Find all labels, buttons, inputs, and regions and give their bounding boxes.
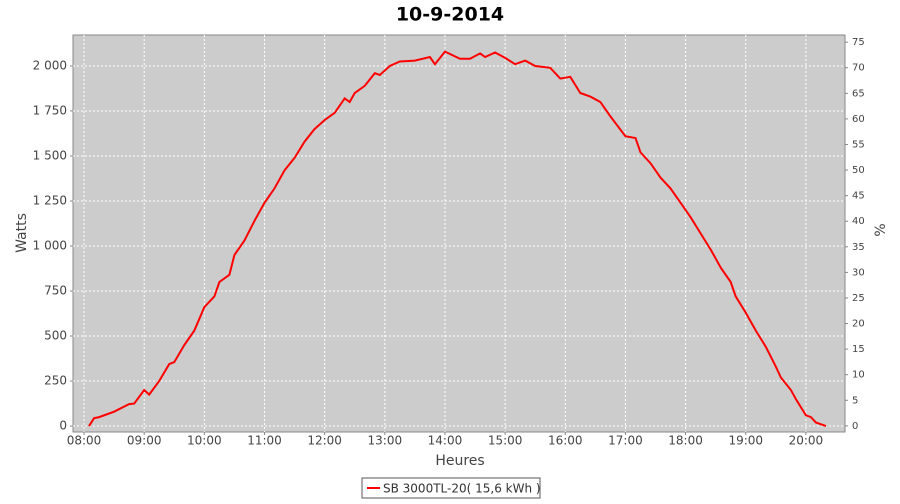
- y2-tick-label: 0: [852, 421, 858, 432]
- y2-tick-label: 30: [852, 267, 865, 278]
- x-tick-label: 13:00: [368, 434, 403, 448]
- y-tick-label: 250: [44, 374, 67, 388]
- legend-label: SB 3000TL-20( 15,6 kWh ): [383, 482, 541, 496]
- x-tick-label: 09:00: [127, 434, 162, 448]
- y-tick-label: 2 000: [33, 58, 67, 72]
- y2-tick-label: 25: [852, 293, 865, 304]
- y2-tick-label: 10: [852, 370, 865, 381]
- x-tick-label: 11:00: [247, 434, 282, 448]
- y-tick-label: 1 500: [33, 148, 67, 162]
- y2-tick-label: 5: [852, 395, 858, 406]
- x-tick-label: 20:00: [789, 434, 824, 448]
- x-tick-label: 17:00: [608, 434, 643, 448]
- x-tick-label: 08:00: [67, 434, 102, 448]
- y2-tick-label: 15: [852, 344, 865, 355]
- y2-tick-label: 40: [852, 216, 865, 227]
- chart-title: 10-9-2014: [396, 4, 504, 26]
- y2-tick-label: 65: [852, 88, 865, 99]
- series-line: [88, 50, 827, 428]
- legend-box: [361, 477, 541, 499]
- x-tick-label: 18:00: [668, 434, 703, 448]
- y-tick-label: 500: [44, 329, 67, 343]
- y2-axis-label: %: [873, 223, 889, 236]
- x-tick-label: 12:00: [307, 434, 342, 448]
- y2-tick-label: 55: [852, 139, 865, 150]
- y-tick-label: 1 750: [33, 103, 67, 117]
- y-tick-label: 1 250: [33, 194, 67, 208]
- x-tick-label: 10:00: [187, 434, 222, 448]
- y2-tick-label: 35: [852, 242, 865, 253]
- y-tick-label: 0: [59, 419, 67, 433]
- x-tick-label: 15:00: [488, 434, 523, 448]
- y2-tick-label: 45: [852, 191, 865, 202]
- y-axis-label: Watts: [14, 213, 30, 253]
- y-tick-label: 1 000: [33, 239, 67, 253]
- x-tick-label: 14:00: [428, 434, 463, 448]
- plot-area: [72, 34, 846, 433]
- y2-tick-label: 70: [852, 63, 865, 74]
- y2-tick-label: 20: [852, 319, 865, 330]
- y2-tick-label: 50: [852, 165, 865, 176]
- x-axis-label: Heures: [435, 453, 484, 469]
- x-tick-label: 16:00: [548, 434, 583, 448]
- y2-tick-label: 75: [852, 37, 865, 48]
- x-tick-label: 19:00: [728, 434, 763, 448]
- y2-tick-label: 60: [852, 114, 865, 125]
- y-tick-label: 750: [44, 284, 67, 298]
